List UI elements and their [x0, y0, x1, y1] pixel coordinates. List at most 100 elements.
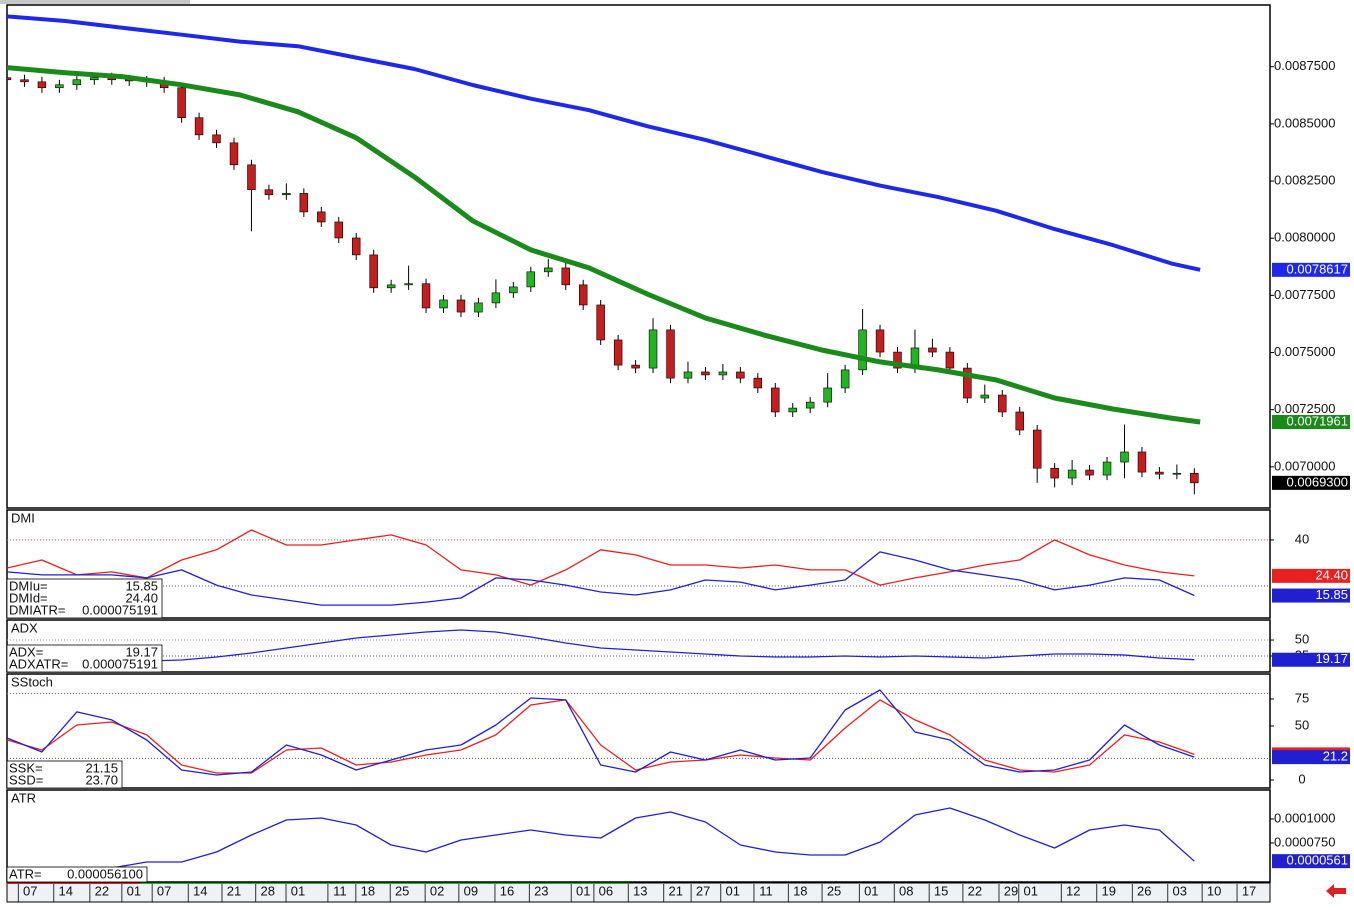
y-tick-label: 0.0080000	[1274, 230, 1335, 245]
readout-label: ADXATR=	[9, 656, 68, 671]
candle-body	[578, 284, 588, 306]
last-value-box	[1272, 262, 1350, 277]
x-tick-label: 11	[333, 883, 347, 898]
candle-body	[1155, 471, 1164, 475]
candle-body	[771, 387, 780, 413]
close-box	[1272, 475, 1350, 490]
candle-body	[1085, 469, 1094, 476]
candle-body	[7, 77, 12, 81]
x-tick-label: 22	[95, 883, 109, 898]
candle-body	[229, 142, 239, 166]
x-tick-label: 01	[127, 883, 141, 898]
candle-body	[491, 292, 501, 304]
candle-body	[875, 329, 885, 353]
readout-value: 15.85	[125, 578, 158, 593]
y-tick-label: 0.0085000	[1274, 115, 1335, 130]
last-value-label: 24.40	[1315, 567, 1348, 582]
candle-body	[823, 387, 832, 403]
y-tick-label: 0.0087500	[1274, 58, 1335, 73]
last-value-box	[1272, 568, 1350, 583]
x-tick-label: 01	[726, 883, 740, 898]
readout-box	[6, 760, 123, 789]
readout-value: 0.000056100	[67, 866, 143, 881]
candle-body	[1032, 429, 1042, 469]
readout-label: SSK=	[9, 760, 43, 775]
candle-body	[998, 394, 1007, 413]
x-tick-label: 18	[361, 883, 375, 898]
x-tick-label: 03	[1173, 883, 1187, 898]
last-value-label: 21.2	[1323, 749, 1348, 764]
readout-label: SSD=	[9, 772, 43, 787]
candle-body	[247, 164, 256, 191]
x-tick-label: 23	[534, 883, 548, 898]
x-tick-label: 01	[576, 883, 590, 898]
candle-body	[351, 237, 361, 256]
candle-body	[561, 267, 570, 286]
candle-body	[1120, 451, 1129, 463]
readout-label: DMIu=	[9, 578, 48, 593]
candle-body	[893, 351, 902, 369]
plot-area	[7, 529, 1270, 606]
last-value-box	[1272, 652, 1350, 667]
candle-body	[421, 283, 431, 309]
candle-body	[299, 193, 309, 213]
last-value-label: 0.0071961	[1287, 413, 1348, 428]
date-axis-band	[6, 882, 1271, 903]
y-tick-label: 40	[1295, 531, 1309, 546]
plot-area	[7, 689, 1270, 776]
candle-body	[72, 79, 82, 86]
candle-body	[805, 401, 815, 409]
candle-body	[858, 329, 867, 371]
series-line	[7, 65, 1201, 425]
series-line	[7, 629, 1195, 663]
candle-body	[439, 299, 448, 309]
candle-body	[1050, 467, 1059, 479]
last-value-box	[1272, 750, 1350, 765]
candle-body	[718, 371, 728, 376]
candle-body	[20, 79, 29, 83]
y-tick-label: 0.0077500	[1274, 287, 1335, 302]
x-tick-label: 06	[599, 883, 613, 898]
readout-box	[6, 644, 163, 673]
x-tick-label: 22	[968, 883, 982, 898]
last-value-label: 15.85	[1315, 587, 1348, 602]
plot-area	[7, 14, 1201, 495]
readout-label: DMIATR=	[9, 602, 65, 617]
readout-value: 21.15	[85, 760, 118, 775]
candle-body	[369, 254, 378, 289]
readout-value: 0.000075191	[82, 602, 158, 617]
x-tick-label: 12	[1066, 883, 1080, 898]
scroll-arrow[interactable]	[1326, 884, 1346, 898]
candle-body	[386, 284, 396, 289]
y-tick-label: 0.0082500	[1274, 172, 1335, 187]
series-line	[7, 699, 1195, 774]
y-tick-label: 0.0070000	[1274, 458, 1335, 473]
candle-body	[264, 189, 274, 196]
y-tick-label: 50	[1295, 717, 1309, 732]
y-tick-label: 50	[1295, 631, 1309, 646]
candle-body	[55, 84, 64, 89]
panel-frame	[6, 4, 1271, 509]
series-line	[7, 807, 1195, 876]
candle-body	[753, 377, 763, 389]
x-tick-label: 15	[934, 883, 948, 898]
candle-body	[980, 394, 990, 399]
candle-body	[683, 371, 693, 379]
last-value-box	[1272, 588, 1350, 603]
x-tick-label: 26	[1137, 883, 1151, 898]
plot-area	[7, 629, 1270, 663]
x-tick-label: 09	[464, 883, 478, 898]
close-label: 0.0069300	[1287, 474, 1348, 489]
x-tick-label: 14	[59, 883, 73, 898]
x-tick-label: 21	[669, 883, 683, 898]
y-tick-label: 75	[1295, 690, 1309, 705]
x-tick-label: 13	[633, 883, 647, 898]
candle-body	[963, 367, 972, 399]
candle-body	[1102, 461, 1112, 476]
x-tick-label: 11	[759, 883, 773, 898]
readout-label: DMId=	[9, 590, 48, 605]
series-line	[7, 551, 1195, 606]
candle-body	[788, 407, 797, 413]
y-tick-label: 0.0075000	[1274, 344, 1335, 359]
candle-body	[404, 283, 413, 286]
